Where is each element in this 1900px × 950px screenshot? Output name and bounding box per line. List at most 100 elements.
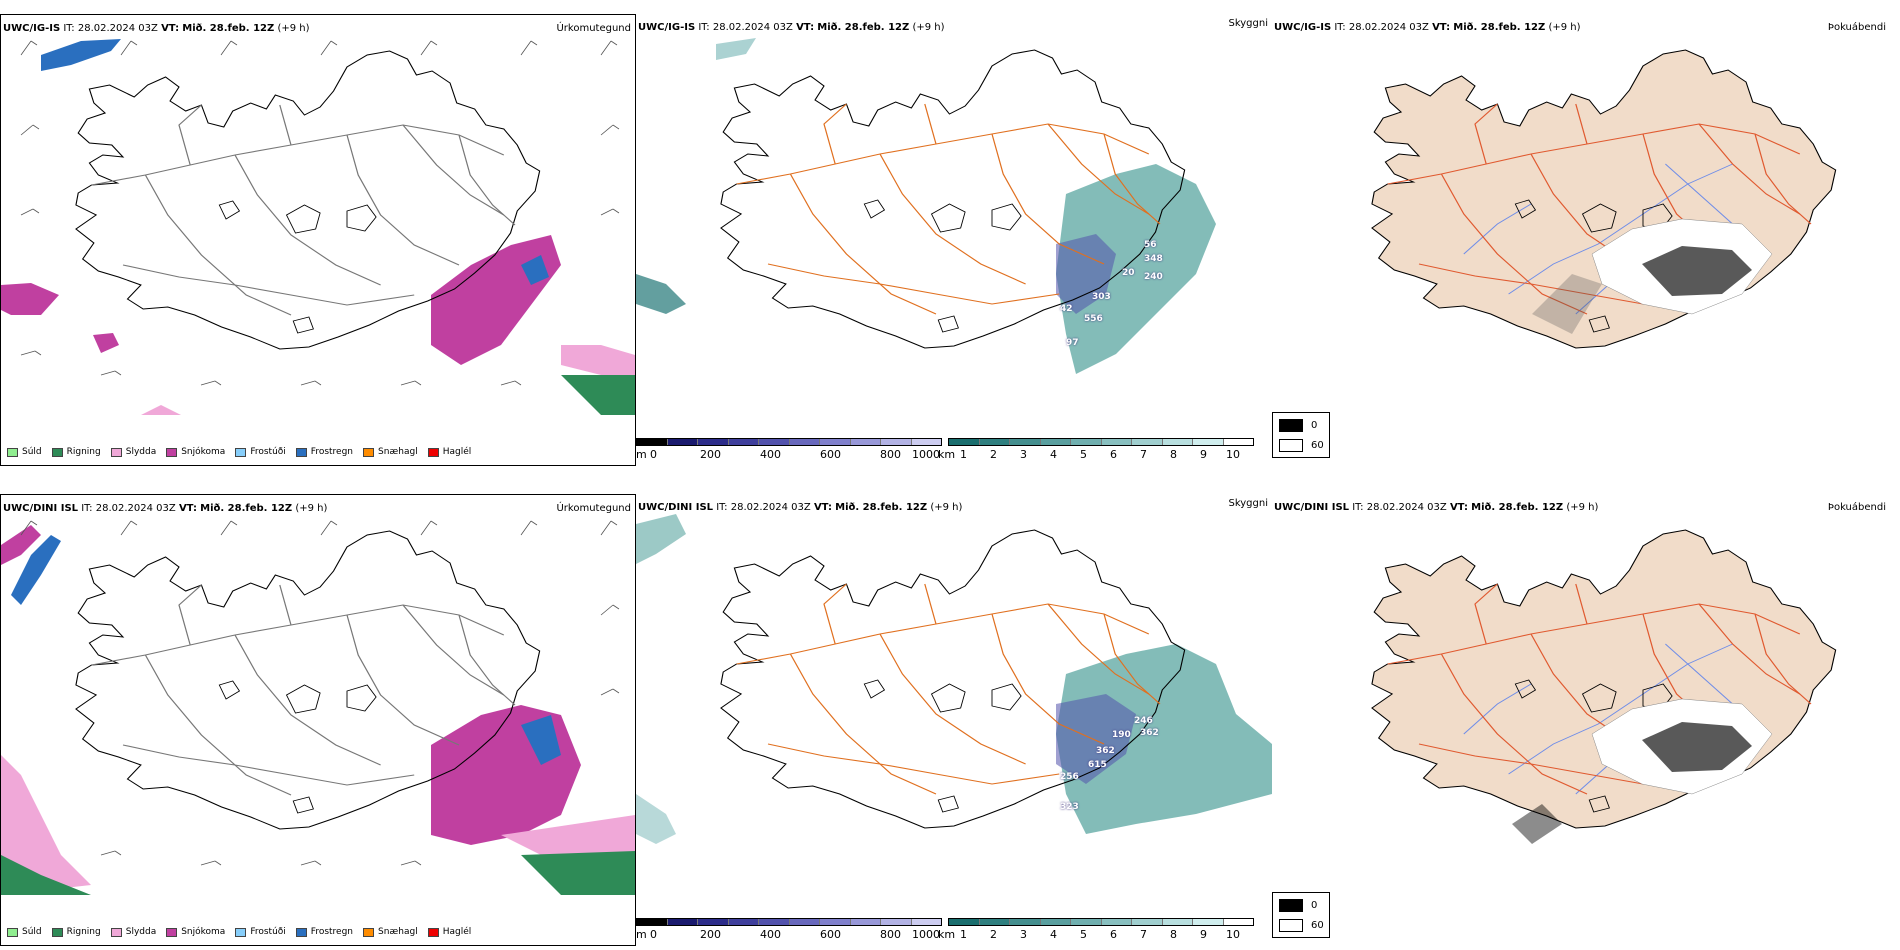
visibility-title: Skyggni — [1228, 498, 1268, 509]
fog-legend-item: 60 — [1279, 439, 1324, 452]
model-name: UWC/IG-IS — [1274, 22, 1332, 33]
visibility-title: Skyggni — [1228, 18, 1268, 29]
vis-area-low-height — [1056, 694, 1136, 784]
freezing-rain-area — [41, 39, 121, 71]
model-name: UWC/IG-IS — [638, 22, 696, 33]
lead-time: (+9 h) — [1548, 22, 1581, 33]
snow-area — [431, 705, 581, 845]
rain-southeast — [521, 851, 635, 895]
vis-value: 56 — [1144, 240, 1157, 250]
sleet-south — [141, 405, 181, 415]
it-value: 28.02.2024 03Z — [1348, 22, 1429, 33]
model-name: UWC/DINI ISL — [3, 503, 79, 514]
visibility-map-bottom — [636, 514, 1272, 844]
vt-value: Mið. 28.feb. 12Z — [182, 23, 275, 34]
legend-item-sleet: Slydda — [110, 447, 156, 457]
vt-value: Mið. 28.feb. 12Z — [835, 502, 928, 513]
vt-value: Mið. 28.feb. 12Z — [1471, 502, 1564, 513]
snow-west — [1, 525, 41, 565]
rain-area — [561, 375, 635, 415]
fog-legend-item: 0 — [1279, 899, 1317, 912]
snow-area — [431, 235, 561, 365]
fog-title: Þokuábendi — [1827, 22, 1886, 33]
precip-legend: Súld Rigning Slydda Snjókoma Frostúði Fr… — [7, 447, 471, 457]
precip-type-panel-top: UWC/IG-IS IT: 28.02.2024 03Z VT: Mið. 28… — [0, 14, 636, 466]
visibility-colorbar — [948, 438, 1254, 446]
fog-panel-top: UWC/IG-IS IT: 28.02.2024 03Z VT: Mið. 28… — [1272, 14, 1900, 466]
it-label: IT: — [1334, 22, 1346, 33]
legend-item-snow: Snjókoma — [166, 927, 225, 937]
vis-value: 246 — [1134, 716, 1153, 726]
lead-time: (+9 h) — [912, 22, 945, 33]
model-name: UWC/DINI ISL — [1274, 502, 1350, 513]
vis-area-west — [636, 274, 686, 314]
panel-title: UWC/DINI ISL IT: 28.02.2024 03Z VT: Mið.… — [1274, 502, 1598, 513]
vis-value: 42 — [1060, 304, 1073, 314]
visibility-colorbar — [948, 918, 1254, 926]
vt-label: VT: — [161, 23, 180, 34]
fog-legend-bottom: 0 60 — [1272, 892, 1330, 938]
vt-label: VT: — [813, 502, 832, 513]
vis-value: 615 — [1088, 760, 1107, 770]
it-value: 28.02.2024 03Z — [77, 23, 158, 34]
it-label: IT: — [63, 23, 75, 34]
it-label: IT: — [1352, 502, 1364, 513]
it-label: IT: — [716, 502, 728, 513]
snow-area-small — [93, 333, 119, 353]
panel-title: UWC/IG-IS IT: 28.02.2024 03Z VT: Mið. 28… — [638, 22, 945, 33]
vis-area-east — [1056, 164, 1216, 374]
vt-value: Mið. 28.feb. 12Z — [817, 22, 910, 33]
it-value: 28.02.2024 03Z — [95, 503, 176, 514]
lead-time: (+9 h) — [277, 23, 310, 34]
freezing-rain-east — [521, 255, 549, 285]
fog-legend-item: 0 — [1279, 419, 1317, 432]
precip-legend: Súld Rigning Slydda Snjókoma Frostúði Fr… — [7, 927, 471, 937]
fog-map-bottom — [1371, 529, 1837, 844]
vis-area-west — [636, 514, 686, 564]
legend-item-sleet: Slydda — [110, 927, 156, 937]
vis-value: 20 — [1122, 268, 1135, 278]
vis-area-southwest — [636, 794, 676, 844]
snow-area-west — [1, 283, 59, 315]
vis-area-northwest — [716, 38, 756, 60]
fog-legend-top: 0 60 — [1272, 412, 1330, 458]
vis-value: 303 — [1092, 292, 1111, 302]
vis-value: 256 — [1060, 772, 1079, 782]
legend-item-snow-pellets: Snæhagl — [363, 927, 418, 937]
lead-time: (+9 h) — [1566, 502, 1599, 513]
freezing-rain-north — [11, 535, 61, 605]
panel-title: UWC/DINI ISL IT: 28.02.2024 03Z VT: Mið.… — [3, 503, 327, 514]
precip-type-panel-bottom: UWC/DINI ISL IT: 28.02.2024 03Z VT: Mið.… — [0, 494, 636, 946]
precip-type-title: Úrkomutegund — [556, 503, 631, 514]
fog-legend-item: 60 — [1279, 919, 1324, 932]
legend-item-freezing-drizzle: Frostúði — [235, 927, 286, 937]
sleet-area — [1, 755, 91, 895]
legend-item-snow: Snjókoma — [166, 447, 225, 457]
wind-barbs — [20, 520, 620, 866]
vt-label: VT: — [1432, 22, 1451, 33]
vis-value: 190 — [1112, 730, 1131, 740]
vt-label: VT: — [796, 22, 815, 33]
fog-light — [1512, 804, 1562, 844]
legend-item-snow-pellets: Snæhagl — [363, 447, 418, 457]
precip-map-top — [1, 39, 635, 415]
vis-value: 348 — [1144, 254, 1163, 264]
rain-area — [1, 855, 91, 895]
visibility-panel-top: UWC/IG-IS IT: 28.02.2024 03Z VT: Mið. 28… — [636, 14, 1272, 466]
vt-value: Mið. 28.feb. 12Z — [200, 503, 293, 514]
model-name: UWC/IG-IS — [3, 23, 61, 34]
legend-item-drizzle: Súld — [7, 927, 42, 937]
vt-label: VT: — [1449, 502, 1468, 513]
vis-area-low-height — [1056, 234, 1116, 314]
fog-dense — [1642, 722, 1752, 772]
height-colorbar — [636, 438, 942, 446]
height-colorbar — [636, 918, 942, 926]
vis-value: 240 — [1144, 272, 1163, 282]
wind-barbs — [20, 40, 620, 386]
it-label: IT: — [81, 503, 93, 514]
visibility-map-top — [636, 38, 1216, 374]
vt-label: VT: — [178, 503, 197, 514]
legend-item-hail: Haglél — [427, 447, 471, 457]
vis-value: 362 — [1140, 728, 1159, 738]
fog-panel-bottom: UWC/DINI ISL IT: 28.02.2024 03Z VT: Mið.… — [1272, 494, 1900, 946]
